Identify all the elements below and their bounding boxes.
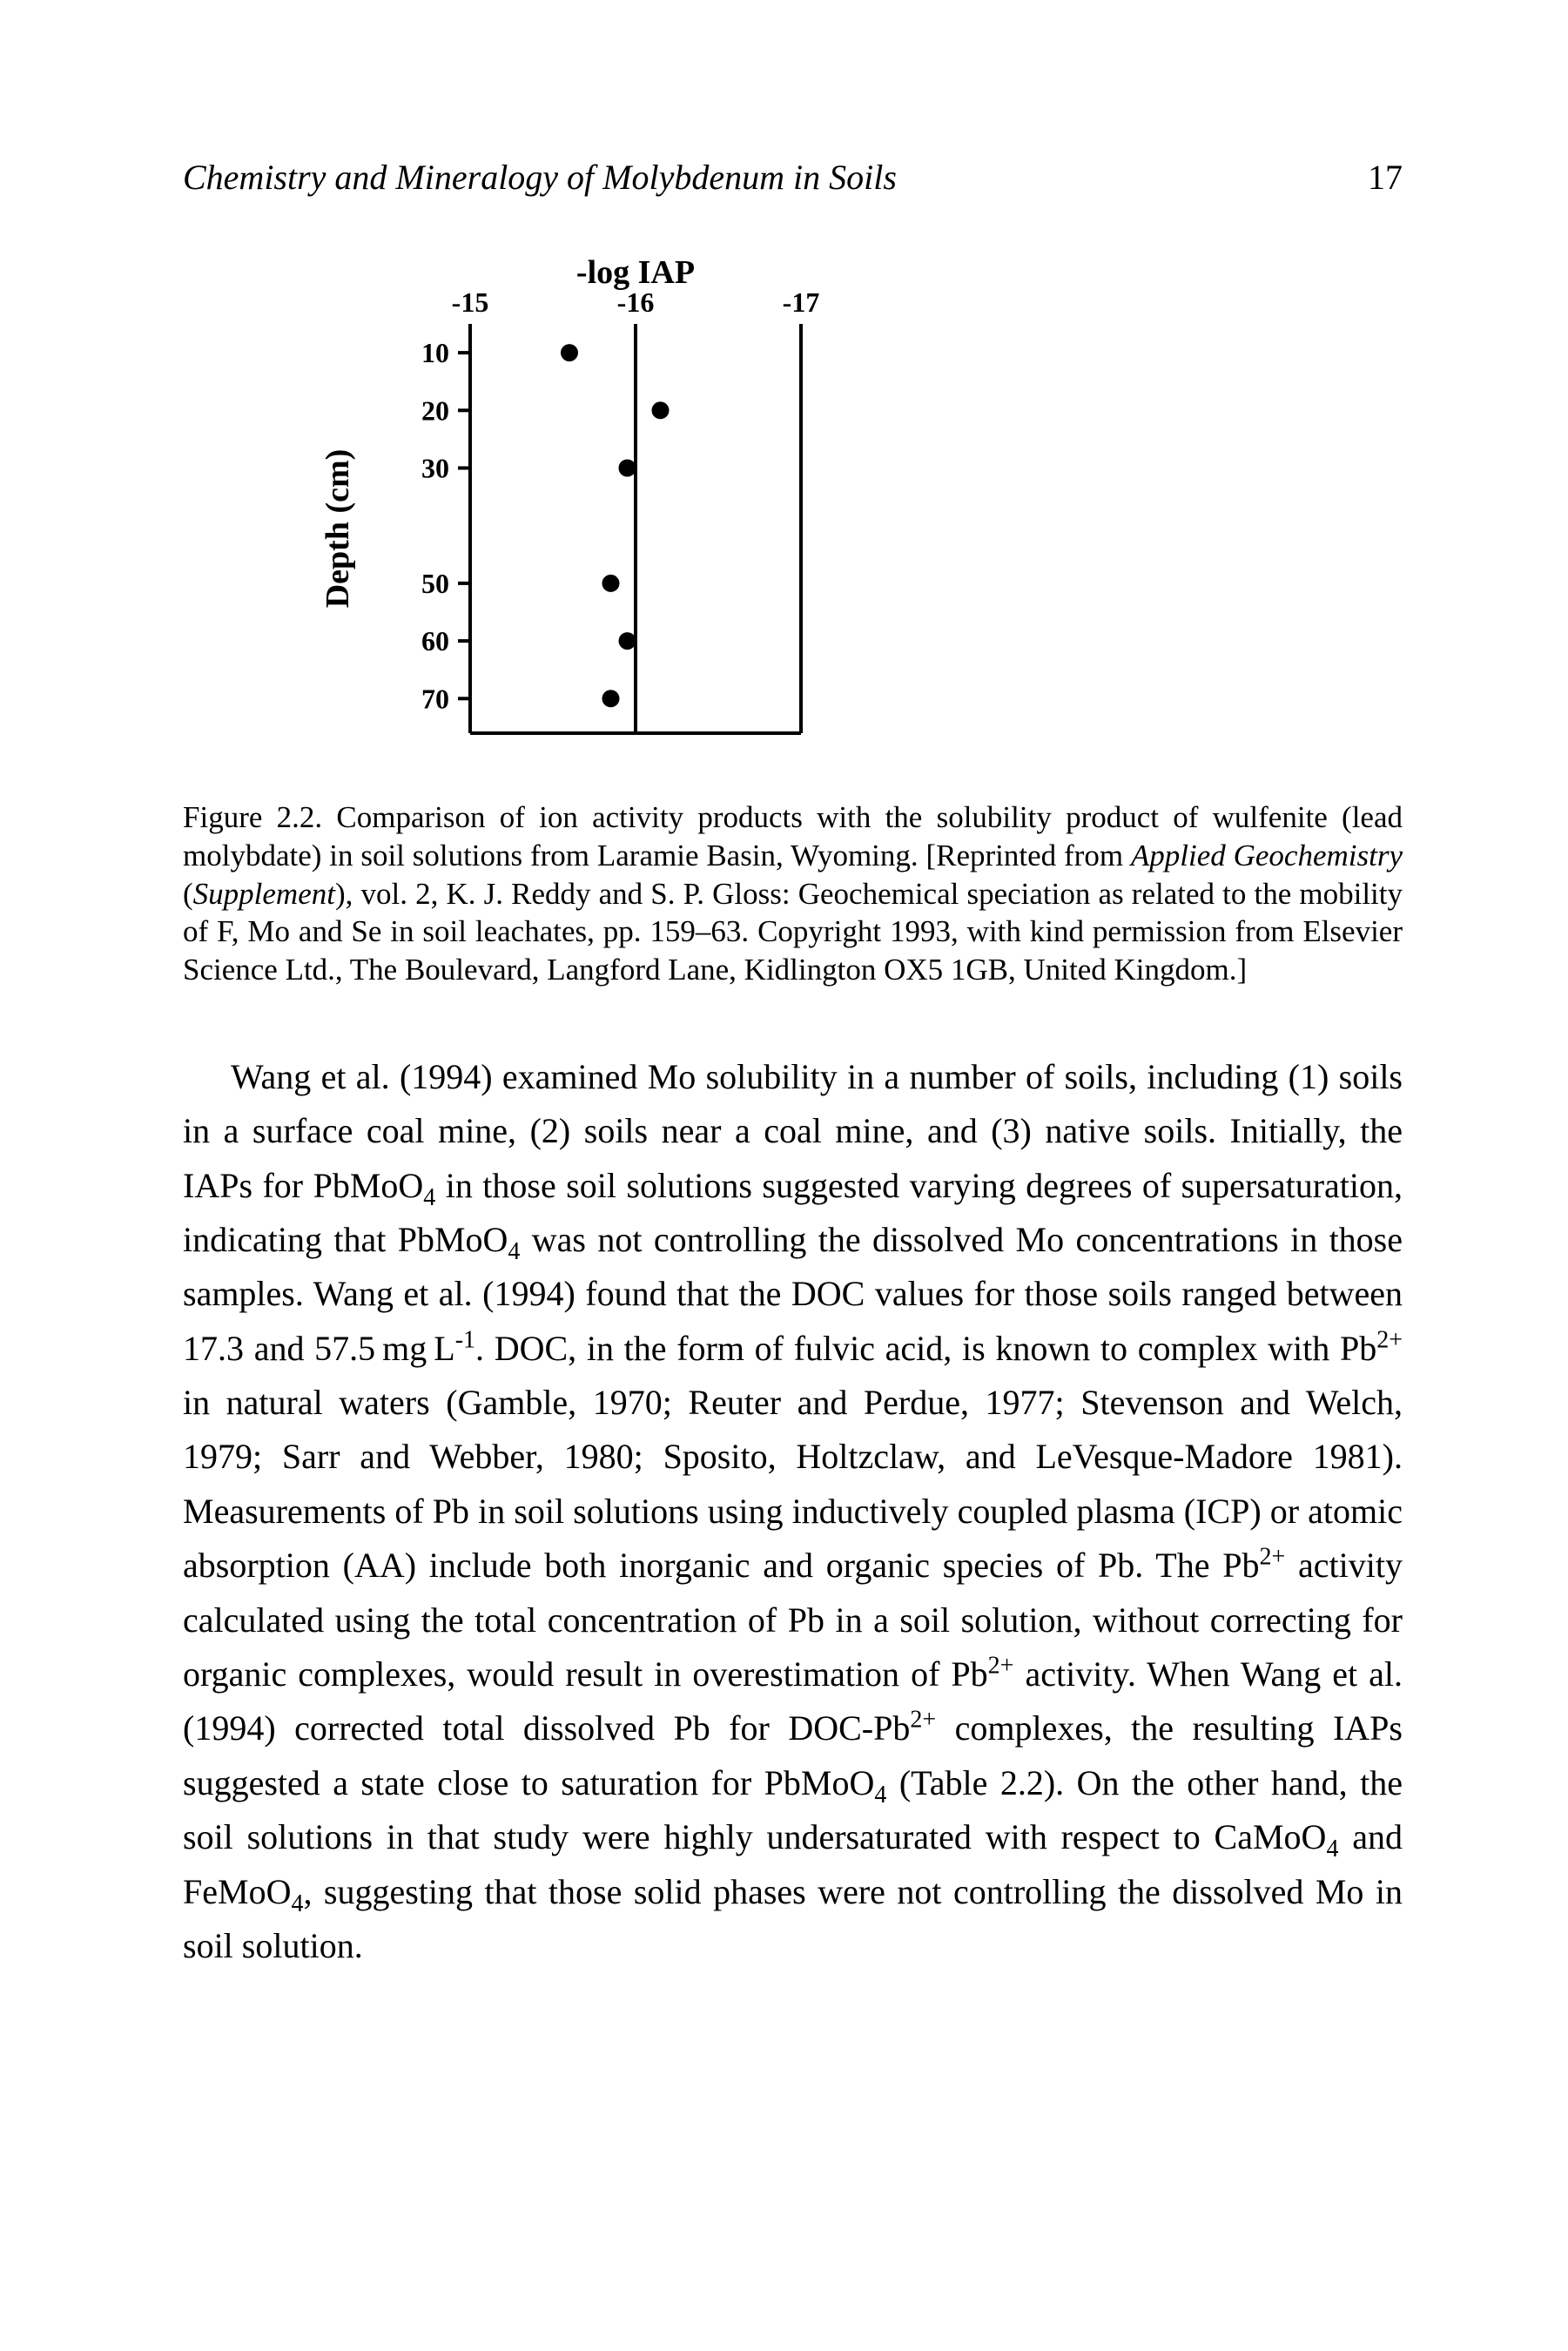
svg-text:20: 20 <box>421 394 449 426</box>
figure-caption: Figure 2.2. Comparison of ion activity p… <box>183 798 1403 989</box>
scatter-plot: -log IAP-15-16-17102030506070Depth (cm) <box>287 259 827 755</box>
subscript-4: 4 <box>508 1238 520 1265</box>
subscript-4: 4 <box>423 1184 435 1211</box>
superscript-2plus: 2+ <box>988 1653 1014 1680</box>
subscript-4: 4 <box>1326 1836 1338 1863</box>
subscript-4: 4 <box>874 1782 886 1809</box>
caption-label: Figure 2.2. <box>183 800 322 834</box>
running-header: Chemistry and Mineralogy of Molybdenum i… <box>183 157 1403 198</box>
svg-text:-16: -16 <box>617 286 655 318</box>
caption-journal: Applied Geochemistry <box>1131 839 1403 872</box>
caption-between: ( <box>183 877 193 911</box>
svg-text:30: 30 <box>421 452 449 483</box>
page: Chemistry and Mineralogy of Molybdenum i… <box>0 0 1568 2351</box>
svg-text:70: 70 <box>421 683 449 714</box>
body-seg-4: . DOC, in the form of fulvic acid, is kn… <box>475 1329 1376 1368</box>
page-number: 17 <box>1368 157 1403 198</box>
svg-text:-17: -17 <box>783 286 820 318</box>
body-seg-11: , suggesting that those solid phases wer… <box>183 1872 1403 1965</box>
svg-text:50: 50 <box>421 568 449 599</box>
svg-text:-15: -15 <box>452 286 489 318</box>
subscript-4: 4 <box>291 1890 303 1917</box>
svg-text:60: 60 <box>421 625 449 657</box>
caption-text-2: ), vol. 2, K. J. Reddy and S. P. Gloss: … <box>183 877 1403 987</box>
superscript-2plus: 2+ <box>910 1707 936 1734</box>
svg-text:Depth (cm): Depth (cm) <box>320 449 356 609</box>
body-seg-5: in natural waters (Gamble, 1970; Reuter … <box>183 1383 1403 1585</box>
figure-2-2: -log IAP-15-16-17102030506070Depth (cm) <box>287 259 1403 755</box>
superscript-2plus: 2+ <box>1259 1544 1285 1571</box>
superscript-2plus: 2+ <box>1376 1326 1403 1353</box>
body-paragraph: Wang et al. (1994) examined Mo solubilit… <box>183 1050 1403 1974</box>
caption-supplement: Supplement <box>193 877 335 911</box>
svg-text:10: 10 <box>421 337 449 368</box>
running-title: Chemistry and Mineralogy of Molybdenum i… <box>183 157 897 198</box>
superscript-neg1: -1 <box>455 1326 475 1353</box>
